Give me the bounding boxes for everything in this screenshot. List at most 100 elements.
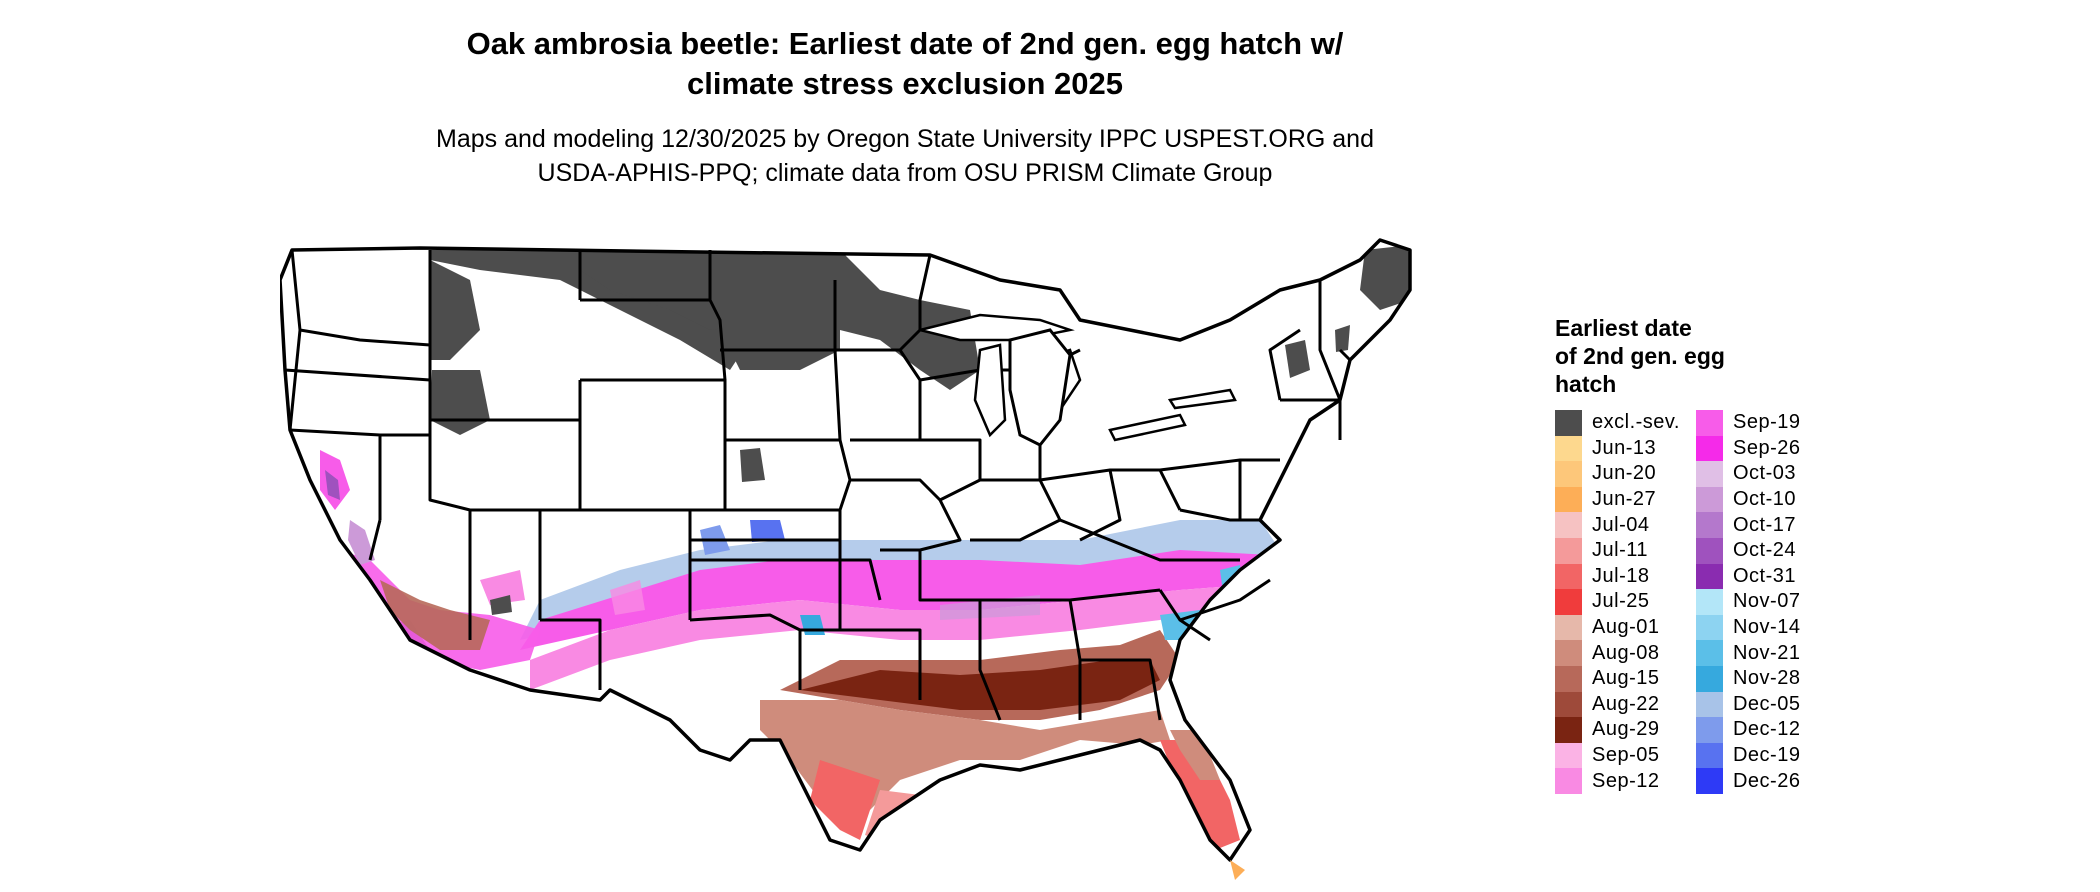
legend-swatch [1695,512,1723,538]
legend-label: Nov-07 [1732,590,1801,613]
legend-label: Jul-25 [1592,590,1650,613]
legend-item: Oct-24 [1695,537,1801,564]
legend-label: Aug-08 [1592,641,1660,664]
subtitle-line-1: Maps and modeling 12/30/2025 by Oregon S… [436,125,1374,153]
legend-item: Aug-29 [1555,717,1680,743]
legend-swatch [1555,410,1582,436]
legend-swatch [1555,537,1582,564]
legend-label: Aug-01 [1592,616,1660,639]
map-title: Oak ambrosia beetle: Earliest date of 2n… [0,24,1810,104]
legend-title-line-2: of 2nd gen. egg [1555,343,1725,369]
legend-swatch [1555,691,1582,718]
legend-swatch [1555,665,1582,692]
map-subtitle: Maps and modeling 12/30/2025 by Oregon S… [0,122,1810,190]
subtitle-line-2: USDA-APHIS-PPQ; climate data from OSU PR… [537,159,1273,187]
legend-item: Jun-20 [1555,461,1680,487]
legend-grid: excl.-sev. Jun-13 Jun-20 Jun-27 Jul-04 Jul-11… [1555,410,1800,794]
legend-swatch [1695,589,1723,615]
title-line-1: Oak ambrosia beetle: Earliest date of 2n… [466,26,1344,61]
legend-item: Dec-19 [1695,742,1801,769]
legend-item: Sep-26 [1695,435,1801,462]
legend-item: Sep-12 [1555,768,1680,794]
legend-title-line-3: hatch [1555,371,1617,397]
legend-item: Oct-17 [1695,512,1801,538]
legend-swatch [1555,768,1582,794]
legend-label: Oct-10 [1732,488,1797,511]
legend-label: Nov-14 [1732,616,1801,639]
legend-item: Nov-14 [1695,614,1801,641]
legend-item: Dec-05 [1695,691,1801,718]
legend-item: Oct-31 [1695,563,1801,590]
legend-label: Dec-12 [1732,718,1801,741]
legend-swatch [1695,614,1723,641]
legend-swatch [1555,435,1582,462]
legend-item: Oct-10 [1695,486,1801,513]
legend-swatch [1555,486,1582,513]
legend-item: Nov-21 [1695,640,1801,666]
legend-title: Earliest date of 2nd gen. egg hatch [1555,314,1785,398]
legend-swatch [1695,640,1723,666]
legend-swatch [1555,512,1582,538]
legend-swatch [1695,665,1723,692]
legend-swatch [1695,486,1723,513]
legend-swatch [1555,614,1582,641]
legend-swatch [1695,435,1723,462]
legend-item: excl.-sev. [1555,410,1680,436]
legend-swatch [1695,563,1723,590]
legend-label: Jun-20 [1592,462,1657,485]
title-line-2: climate stress exclusion 2025 [687,66,1123,101]
legend-label: Sep-05 [1592,744,1660,767]
legend-label: Jun-13 [1592,436,1657,459]
legend-swatch [1695,742,1723,769]
legend-label: Dec-19 [1732,744,1801,767]
legend-swatch [1695,537,1723,564]
legend-label: Oct-31 [1732,564,1797,587]
legend-item: Jul-04 [1555,512,1680,538]
legend-label: Oct-17 [1732,513,1797,536]
legend-swatch [1695,461,1723,487]
legend-item: Jul-18 [1555,563,1680,590]
legend-swatch [1555,589,1582,615]
legend-item: Aug-08 [1555,640,1680,666]
legend-label: Sep-12 [1592,769,1660,792]
legend-label: Jul-04 [1592,513,1650,536]
legend-label: Jun-27 [1592,488,1657,511]
legend-swatch [1555,717,1582,743]
legend-label: Sep-19 [1732,411,1801,434]
legend-item: Jul-25 [1555,589,1680,615]
legend-item: Sep-05 [1555,742,1680,769]
legend-item: Jun-27 [1555,486,1680,513]
legend-label: excl.-sev. [1592,411,1680,434]
legend-item: Nov-28 [1695,665,1801,692]
legend-item: Dec-26 [1695,768,1801,794]
legend-swatch [1555,640,1582,666]
legend-item: Nov-07 [1695,589,1801,615]
legend-item: Aug-15 [1555,665,1680,692]
legend-item: Sep-19 [1695,410,1801,436]
legend-swatch [1555,461,1582,487]
legend-label: Dec-26 [1732,769,1801,792]
us-map [280,238,1412,880]
legend-label: Nov-28 [1732,667,1801,690]
legend-item: Dec-12 [1695,717,1801,743]
legend-label: Sep-26 [1732,436,1801,459]
legend-item: Jul-11 [1555,537,1680,564]
legend-item: Aug-01 [1555,614,1680,641]
legend-swatch [1695,691,1723,718]
legend-label: Aug-29 [1592,718,1660,741]
legend-label: Jul-18 [1592,564,1650,587]
legend: Earliest date of 2nd gen. egg hatch excl… [1555,314,1800,794]
legend-label: Oct-03 [1732,462,1797,485]
legend-column-2: Sep-19 Sep-26 Oct-03 Oct-10 Oct-17 Oct-24 Oct-… [1695,410,1801,794]
legend-swatch [1695,768,1723,794]
legend-swatch [1695,717,1723,743]
legend-item: Jun-13 [1555,435,1680,462]
legend-swatch [1555,563,1582,590]
legend-label: Oct-24 [1732,539,1797,562]
legend-label: Dec-05 [1732,692,1801,715]
legend-item: Oct-03 [1695,461,1801,487]
legend-swatch [1555,742,1582,769]
legend-label: Jul-11 [1592,539,1648,562]
legend-label: Aug-15 [1592,667,1660,690]
legend-column-1: excl.-sev. Jun-13 Jun-20 Jun-27 Jul-04 Jul-11… [1555,410,1680,794]
